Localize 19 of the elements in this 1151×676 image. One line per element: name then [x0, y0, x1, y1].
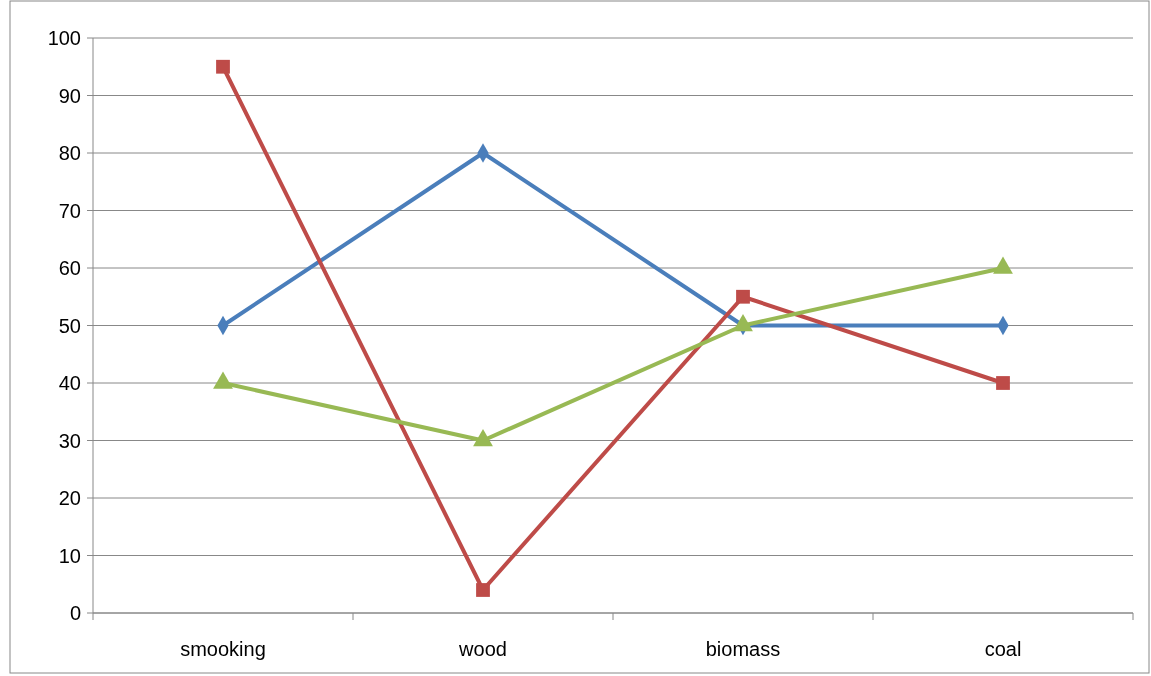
y-tick-label: 10	[58, 544, 81, 567]
y-tick-label: 20	[58, 487, 81, 509]
x-tick-label: coal	[984, 638, 1022, 660]
x-tick-label: wood	[458, 638, 507, 660]
x-tick-label: biomass	[705, 638, 781, 660]
point	[736, 289, 750, 304]
y-tick-label: 0	[69, 602, 81, 624]
y-tick-label: 100	[47, 27, 81, 49]
y-tick-label: 60	[58, 257, 81, 279]
x-tick-label: smooking	[180, 638, 266, 660]
y-tick-label: 50	[58, 314, 81, 337]
y-tick-label: 80	[58, 142, 81, 164]
y-tick-label: 40	[58, 372, 81, 394]
y-tick-label: 90	[58, 84, 81, 107]
point	[996, 376, 1010, 390]
y-tick-label: 30	[58, 429, 81, 452]
point	[216, 59, 230, 74]
y-tick-label: 70	[58, 199, 81, 222]
point	[476, 583, 490, 597]
